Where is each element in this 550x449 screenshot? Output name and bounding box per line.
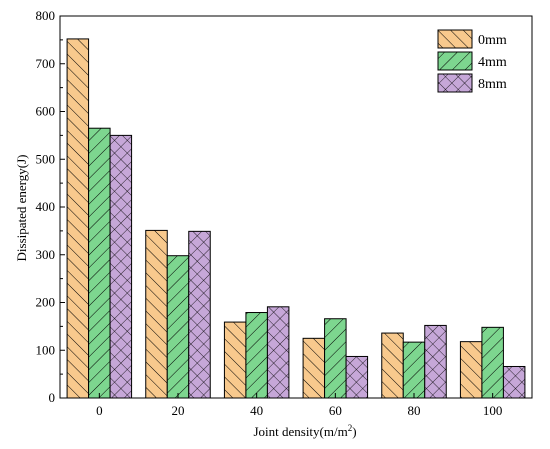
x-tick-label: 20 (172, 403, 185, 418)
bar (345, 355, 369, 399)
y-tick-label: 300 (36, 247, 56, 262)
bar (109, 134, 133, 399)
y-tick-label: 400 (36, 199, 56, 214)
y-tick-label: 800 (36, 8, 56, 23)
bar (381, 332, 404, 399)
bar (166, 255, 190, 399)
legend-label: 4mm (478, 55, 507, 70)
legend-label: 8mm (478, 77, 507, 92)
bar (324, 318, 347, 399)
legend: 0mm 4mm 8mm (437, 29, 507, 93)
bar (188, 230, 211, 399)
y-tick-label: 700 (36, 56, 56, 71)
bar (459, 341, 483, 399)
x-tick-label: 40 (250, 403, 263, 418)
bar (88, 127, 111, 399)
bar (402, 341, 426, 399)
y-tick-label: 0 (49, 390, 56, 405)
bar (145, 229, 168, 399)
y-tick-label: 100 (36, 342, 56, 357)
bar (223, 321, 247, 399)
bar (245, 312, 268, 399)
bar (66, 38, 90, 399)
y-tick-label: 600 (36, 104, 56, 119)
bar (424, 324, 447, 399)
legend-swatch (437, 51, 473, 71)
x-tick-label: 100 (483, 403, 503, 418)
legend-swatch (437, 73, 473, 93)
bars (66, 38, 526, 399)
legend-label: 0mm (478, 33, 507, 48)
x-tick-label: 0 (96, 403, 103, 418)
x-tick-label: 60 (329, 403, 342, 418)
axes: 0 100 200 300 400 500 600 700 800 0 20 40 60 80 100 (36, 8, 503, 418)
y-tick-label: 200 (36, 295, 56, 310)
x-axis-title: Joint density(m/m2) (253, 423, 356, 439)
bar (481, 326, 504, 399)
bar (266, 306, 290, 399)
legend-swatch (437, 29, 473, 49)
x-tick-label: 80 (408, 403, 421, 418)
bar (302, 337, 326, 399)
y-axis-title: Dissipated energy(J) (14, 155, 29, 262)
y-tick-label: 500 (36, 151, 56, 166)
bar (502, 365, 526, 399)
